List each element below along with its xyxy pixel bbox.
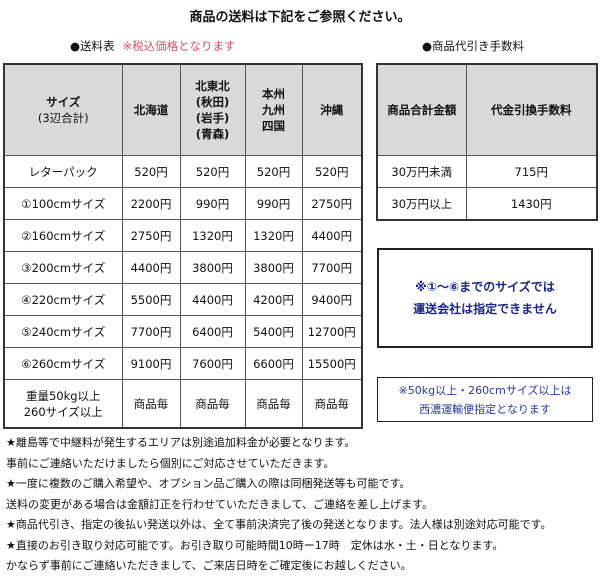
size-label: ⑤240cmサイズ	[3, 315, 123, 348]
price-cell: 4400円	[301, 219, 363, 252]
price-cell: 1320円	[179, 219, 246, 252]
price-cell: 商品毎	[179, 379, 246, 429]
notes-list: ★離島等で中継料が発生するエリアは別途追加料金が必要となります。 事前にご連絡いた…	[6, 433, 552, 577]
price-cell: 9100円	[121, 347, 181, 380]
header-line: 北東北	[195, 79, 230, 93]
note-line: ★離島等で中継料が発生するエリアは別途追加料金が必要となります。	[6, 436, 356, 449]
header-line: (3辺合計)	[37, 111, 89, 125]
size-label: 重量50kg以上 260サイズ以上	[3, 379, 123, 429]
price-cell: 6600円	[244, 347, 303, 380]
page-title: 商品の送料は下記をご参照ください。	[189, 10, 411, 25]
price-cell: 990円	[244, 187, 303, 220]
price-cell: 2200円	[121, 187, 181, 220]
price-cell: 990円	[179, 187, 246, 220]
table-row: 重量50kg以上 260サイズ以上 商品毎 商品毎 商品毎 商品毎	[3, 379, 363, 429]
header-line: (青森)	[195, 127, 230, 141]
cod-section-label: ●商品代引き手数料	[422, 39, 525, 53]
header-line: (秋田)	[195, 95, 230, 109]
price-cell: 4400円	[121, 251, 181, 284]
table-row: ⑥260cmサイズ 9100円 7600円 6600円 15500円	[3, 347, 363, 380]
column-header: 沖縄	[301, 63, 363, 156]
amount-cell: 30万円以上	[376, 187, 467, 221]
price-cell: 520円	[301, 155, 363, 188]
price-cell: 7600円	[179, 347, 246, 380]
column-header: 北海道	[121, 63, 181, 156]
header-line: サイズ	[46, 95, 81, 109]
note-line: ★直接のお引き取り対応可能です。お引き取り可能時間10時ー17時 定休は水・土・…	[6, 538, 504, 552]
size-label: ③200cmサイズ	[3, 251, 123, 284]
price-cell: 商品毎	[244, 379, 303, 429]
label-line: 260サイズ以上	[23, 404, 103, 419]
price-cell: 商品毎	[301, 379, 363, 429]
header-line: 本州	[262, 87, 285, 101]
table-row: ④220cmサイズ 5500円 4400円 4200円 9400円	[3, 283, 363, 316]
notice-line: 運送会社は指定できません	[413, 302, 557, 316]
notice-line: ※50kg以上・260cmサイズ以上は	[398, 383, 572, 397]
price-cell: 520円	[121, 155, 181, 188]
carrier-notice-box: ※①～⑥までのサイズでは 運送会社は指定できません	[377, 248, 593, 348]
header-line: 沖縄	[320, 103, 344, 117]
table-row: 30万円以上 1430円	[376, 187, 598, 221]
price-cell: 3800円	[244, 251, 303, 284]
table-row: ③200cmサイズ 4400円 3800円 3800円 7700円	[3, 251, 363, 284]
price-cell: 520円	[179, 155, 246, 188]
price-cell: 5400円	[244, 315, 303, 348]
price-cell: 商品毎	[121, 379, 181, 429]
fee-cell: 1430円	[465, 187, 598, 221]
price-cell: 9400円	[301, 283, 363, 316]
notice-line: ※①～⑥までのサイズでは	[415, 280, 555, 294]
note-line: 送料の変更がある場合は金額訂正を行わせていただきまして、ご連絡を差し上げます。	[6, 497, 434, 511]
seino-notice-box: ※50kg以上・260cmサイズ以上は 西濃運輸便指定となります	[377, 377, 593, 422]
price-cell: 3800円	[179, 251, 246, 284]
price-cell: 15500円	[301, 347, 363, 380]
price-cell: 12700円	[301, 315, 363, 348]
shipping-section-label: ●送料表 ※税込価格となります	[70, 38, 235, 54]
price-cell: 4200円	[244, 283, 303, 316]
size-label: ①100cmサイズ	[3, 187, 123, 220]
size-label: レターパック	[3, 155, 123, 188]
header-line: 北海道	[133, 103, 169, 117]
amount-cell: 30万円未満	[376, 155, 467, 188]
fee-cell: 715円	[465, 155, 598, 188]
table-row: ⑤240cmサイズ 7700円 6400円 5400円 12700円	[3, 315, 363, 348]
column-header: 商品合計金額	[376, 63, 467, 156]
tax-included-note: ※税込価格となります	[122, 39, 236, 53]
header-line: (岩手)	[195, 111, 230, 125]
price-cell: 2750円	[301, 187, 363, 220]
price-cell: 1320円	[244, 219, 303, 252]
shipping-label: ●送料表	[70, 39, 115, 53]
note-line: ★商品代引き、指定の後払い発送以外は、全て事前決済完了後の発送となります。法人様…	[6, 518, 552, 531]
price-cell: 4400円	[179, 283, 246, 316]
size-label: ②160cmサイズ	[3, 219, 123, 252]
notice-line: 西濃運輸便指定となります	[419, 402, 551, 416]
price-cell: 7700円	[301, 251, 363, 284]
table-row: ①100cmサイズ 2200円 990円 990円 2750円	[3, 187, 363, 220]
table-row: ②160cmサイズ 2750円 1320円 1320円 4400円	[3, 219, 363, 252]
price-cell: 6400円	[179, 315, 246, 348]
note-line: 事前にご連絡いただけましたら個別にご対応させていただきます。	[6, 456, 335, 470]
column-header: サイズ (3辺合計)	[3, 63, 123, 156]
table-row: 30万円未満 715円	[376, 155, 598, 188]
price-cell: 520円	[244, 155, 303, 188]
price-cell: 7700円	[121, 315, 181, 348]
label-line: 重量50kg以上	[25, 388, 101, 403]
price-cell: 5500円	[121, 283, 181, 316]
price-cell: 2750円	[121, 219, 181, 252]
column-header: 本州 九州 四国	[244, 63, 303, 156]
size-label: ⑥260cmサイズ	[3, 347, 123, 380]
header-line: 四国	[262, 119, 285, 133]
table-row: レターパック 520円 520円 520円 520円	[3, 155, 363, 188]
column-header: 北東北 (秋田) (岩手) (青森)	[179, 63, 246, 156]
column-header: 代金引換手数料	[465, 63, 598, 156]
header-line: 九州	[262, 103, 285, 117]
note-line: かならず事前にご連絡いただきまして、ご来店日時をご確定後にお越しください。	[6, 559, 412, 572]
shipping-table: サイズ (3辺合計) 北海道 北東北 (秋田) (岩手) (青森) 本州九州四国 沖縄 レターパ…	[3, 63, 363, 429]
cod-fee-table: 商品合計金額 代金引換手数料 30万円未満 715円 30万円以上 1430円	[376, 63, 598, 221]
size-label: ④220cmサイズ	[3, 283, 123, 316]
note-line: ★一度に複数のご購入希望や、オプション品ご購入の際は同梱発送等も可能です。	[6, 477, 411, 490]
